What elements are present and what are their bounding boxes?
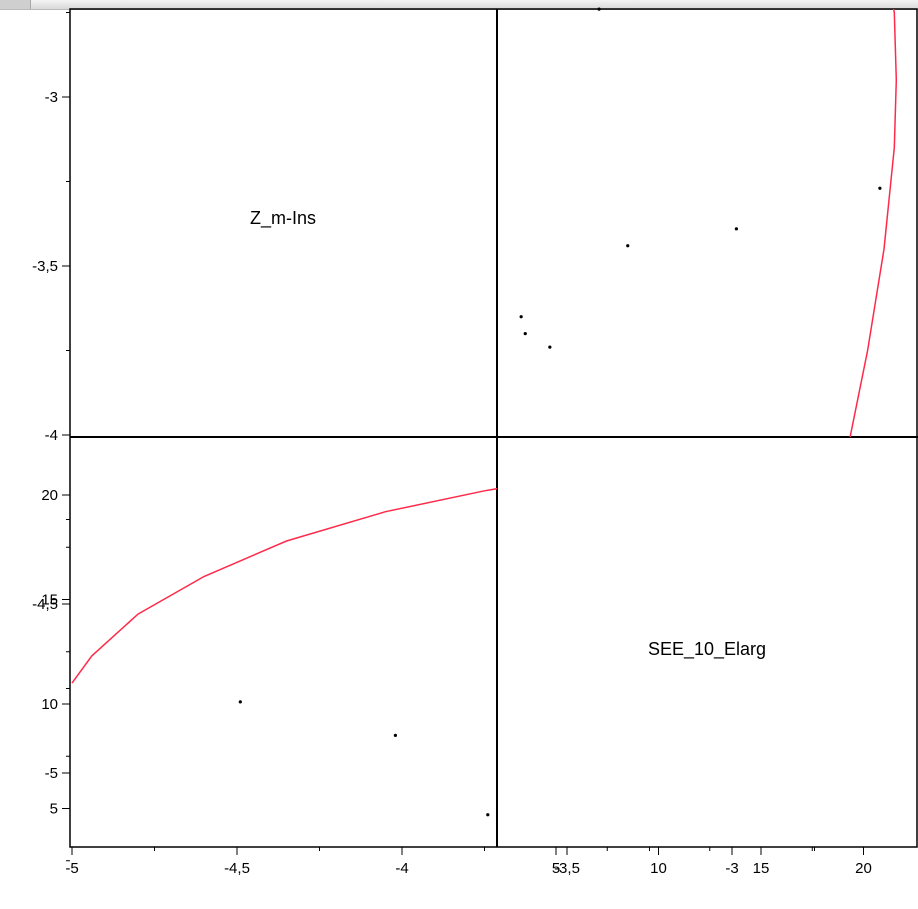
x-tick-label-z-m-ins: -4 xyxy=(395,860,408,877)
data-point-z-vs-see xyxy=(486,813,490,817)
y-tick-label-see: 5 xyxy=(50,801,58,818)
y-tick-label-z-m-ins: -4,5 xyxy=(32,596,58,613)
data-point-see-vs-z xyxy=(523,332,527,336)
ellipse-arc-see-vs-z xyxy=(849,9,898,437)
x-tick-label-z-m-ins: -3 xyxy=(725,860,738,877)
data-point-see-vs-z xyxy=(548,345,552,349)
data-point-see-vs-z xyxy=(734,227,739,231)
data-point-see-vs-z xyxy=(597,7,601,11)
x-tick-label-z-m-ins: -5 xyxy=(65,860,78,877)
x-tick-label-z-m-ins: -4,5 xyxy=(224,860,250,877)
x-tick-label-see: 20 xyxy=(855,860,872,877)
data-point-see-vs-z xyxy=(878,186,882,190)
data-point-see-vs-z xyxy=(519,315,523,319)
y-tick-label-z-m-ins: -4 xyxy=(45,427,58,444)
diagonal-label-z-m-ins: Z_m-Ins xyxy=(250,208,316,229)
data-point-see-vs-z xyxy=(626,244,630,248)
x-tick-label-see: 5 xyxy=(552,860,560,877)
y-tick-label-see: 15 xyxy=(41,592,58,609)
x-tick-label-see: 15 xyxy=(753,860,770,877)
y-tick-label-z-m-ins: -3,5 xyxy=(32,258,58,275)
x-tick-label-see: 10 xyxy=(650,860,667,877)
data-point-z-vs-see xyxy=(393,733,397,737)
data-point-z-vs-see xyxy=(238,700,242,704)
y-tick-label-see: 20 xyxy=(41,487,58,504)
y-tick-label-z-m-ins: -5 xyxy=(45,765,58,782)
titlebar-tab[interactable] xyxy=(0,0,31,9)
y-tick-label-see: 10 xyxy=(41,696,58,713)
y-tick-label-z-m-ins: -3 xyxy=(45,89,58,106)
matrix-frame xyxy=(69,8,918,848)
diagonal-label-see-10-elarg: SEE_10_Elarg xyxy=(648,639,766,660)
ellipse-arc-z-vs-see xyxy=(71,487,497,684)
x-tick-label-z-m-ins: -3,5 xyxy=(554,860,580,877)
